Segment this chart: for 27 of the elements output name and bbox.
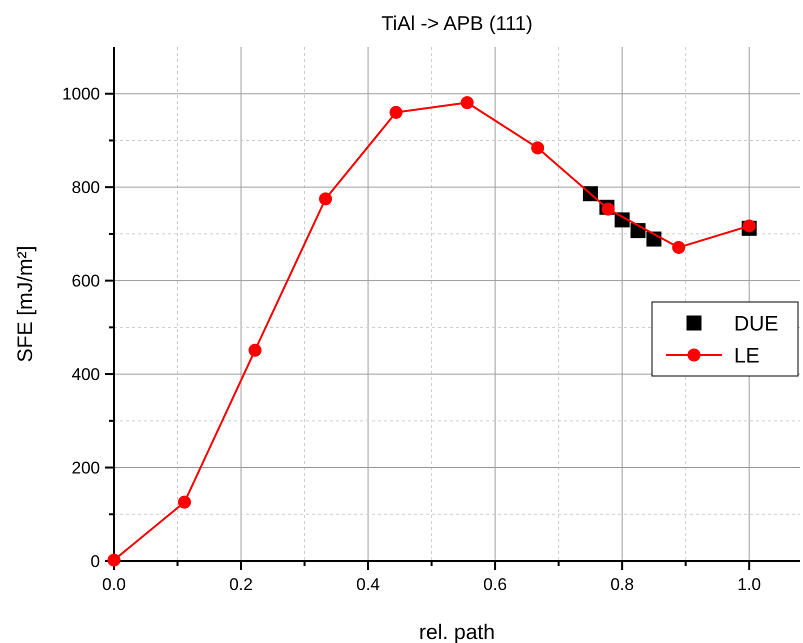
- chart-title: TiAl -> APB (111): [381, 13, 533, 35]
- x-tick-label: 0.0: [102, 575, 126, 594]
- point: [108, 554, 120, 567]
- y-axis-title: SFE [mJ/m²]: [14, 246, 37, 362]
- point: [248, 344, 262, 357]
- point: [742, 219, 756, 232]
- point: [531, 141, 544, 154]
- x-tick-label: 0.2: [229, 575, 253, 594]
- point: [390, 106, 403, 119]
- y-tick-label: 800: [72, 178, 100, 198]
- x-tick-label: 0.8: [610, 575, 634, 594]
- point: [602, 202, 615, 216]
- x-axis-title: rel. path: [419, 621, 495, 643]
- x-tick-label: 0.4: [356, 575, 380, 594]
- y-tick-label: 1000: [62, 84, 100, 104]
- x-tick-label: 1.0: [737, 575, 762, 594]
- x-tick-label: 0.6: [483, 575, 507, 594]
- y-tick-label: 400: [72, 365, 100, 384]
- point: [672, 240, 686, 254]
- y-tick-label: 600: [72, 272, 100, 291]
- point: [178, 496, 192, 509]
- point: [460, 96, 474, 110]
- y-tick-label: 200: [72, 458, 100, 478]
- legend-label: LE: [734, 344, 760, 368]
- legend-label: DUE: [734, 312, 778, 336]
- y-tick-label: 0: [90, 552, 100, 571]
- point: [319, 192, 332, 206]
